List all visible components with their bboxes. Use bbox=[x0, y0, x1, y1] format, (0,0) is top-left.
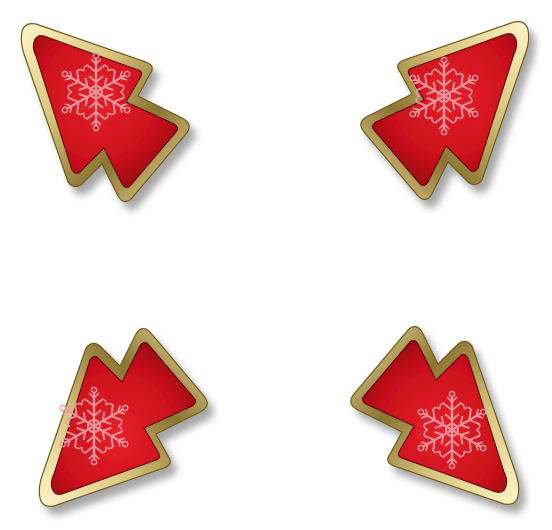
arrow-down-left[interactable] bbox=[38, 327, 208, 507]
arrow-down-right[interactable] bbox=[350, 325, 520, 505]
arrow-up-left[interactable] bbox=[20, 23, 190, 203]
arrow-up-right[interactable] bbox=[360, 21, 530, 201]
